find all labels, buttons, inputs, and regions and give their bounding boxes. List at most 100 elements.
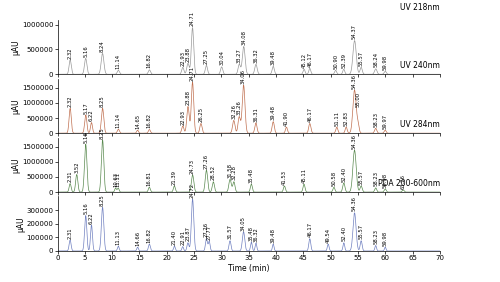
Text: 22.93: 22.93 xyxy=(180,109,186,125)
Text: 11.14: 11.14 xyxy=(116,54,121,69)
Text: 39.48: 39.48 xyxy=(270,228,276,243)
Text: 11.14: 11.14 xyxy=(116,113,121,128)
Text: 52.83: 52.83 xyxy=(344,111,348,126)
Text: 41.90: 41.90 xyxy=(284,111,289,126)
Text: 16.82: 16.82 xyxy=(147,228,152,243)
Text: 24.71: 24.71 xyxy=(190,66,195,81)
Text: 36.32: 36.32 xyxy=(254,48,258,63)
Text: 58.24: 58.24 xyxy=(373,52,378,67)
Text: 5.16: 5.16 xyxy=(83,202,88,214)
Text: 3.52: 3.52 xyxy=(74,162,79,173)
Text: 33.26: 33.26 xyxy=(236,100,242,115)
Text: 24.71: 24.71 xyxy=(190,11,195,26)
Text: 16.81: 16.81 xyxy=(147,171,152,186)
Text: 8.25: 8.25 xyxy=(100,127,105,139)
Text: 22.93: 22.93 xyxy=(180,51,186,66)
Text: 31.58: 31.58 xyxy=(228,163,232,178)
Text: 52.39: 52.39 xyxy=(342,53,346,68)
Text: 59.98: 59.98 xyxy=(382,231,388,246)
Text: 35.48: 35.48 xyxy=(249,226,254,241)
Text: 50.90: 50.90 xyxy=(333,54,338,69)
Text: 58.23: 58.23 xyxy=(373,112,378,127)
Text: 23.88: 23.88 xyxy=(186,90,190,105)
Text: 45.11: 45.11 xyxy=(302,168,306,183)
Text: 46.17: 46.17 xyxy=(308,222,312,237)
Text: 46.17: 46.17 xyxy=(308,52,312,67)
Text: 23.88: 23.88 xyxy=(186,47,190,62)
Text: 63.26: 63.26 xyxy=(400,174,406,189)
Text: 49.54: 49.54 xyxy=(326,228,330,243)
Text: 6.22: 6.22 xyxy=(89,212,94,224)
Text: 55.57: 55.57 xyxy=(358,51,364,66)
Text: 31.57: 31.57 xyxy=(228,224,232,239)
Text: 59.97: 59.97 xyxy=(382,114,388,129)
Text: 55.57: 55.57 xyxy=(358,169,364,185)
Text: 54.36: 54.36 xyxy=(352,74,357,89)
Text: 23.87: 23.87 xyxy=(186,226,190,241)
Y-axis label: μAU: μAU xyxy=(12,39,20,55)
Text: 30.04: 30.04 xyxy=(219,50,224,65)
Text: 59.98: 59.98 xyxy=(382,173,388,188)
Text: 21.40: 21.40 xyxy=(172,230,177,245)
Text: 32.26: 32.26 xyxy=(232,104,236,119)
Text: 34.08: 34.08 xyxy=(241,30,246,45)
X-axis label: Time (min): Time (min) xyxy=(228,264,270,273)
Text: 39.48: 39.48 xyxy=(270,50,276,65)
Text: 27.77: 27.77 xyxy=(206,225,212,240)
Text: 2.31: 2.31 xyxy=(68,171,72,182)
Text: 8.24: 8.24 xyxy=(100,40,105,52)
Text: 22.91: 22.91 xyxy=(180,230,185,245)
Text: 8.25: 8.25 xyxy=(100,95,105,107)
Text: 54.36: 54.36 xyxy=(352,197,357,212)
Text: 28.52: 28.52 xyxy=(211,165,216,180)
Text: 55.57: 55.57 xyxy=(358,224,364,239)
Text: 11.11: 11.11 xyxy=(116,172,120,187)
Text: 55.00: 55.00 xyxy=(356,92,360,107)
Text: 21.39: 21.39 xyxy=(172,170,177,185)
Text: 35.48: 35.48 xyxy=(249,168,254,183)
Text: 24.72: 24.72 xyxy=(190,183,195,198)
Text: 34.06: 34.06 xyxy=(241,69,246,84)
Text: 5.16: 5.16 xyxy=(83,131,88,143)
Text: 27.26: 27.26 xyxy=(204,154,209,169)
Text: 5.17: 5.17 xyxy=(84,102,88,114)
Text: 45.12: 45.12 xyxy=(302,53,306,68)
Text: 54.36: 54.36 xyxy=(352,134,357,149)
Text: 59.98: 59.98 xyxy=(382,55,388,70)
Text: 14.66: 14.66 xyxy=(135,231,140,246)
Text: 46.17: 46.17 xyxy=(308,107,312,122)
Text: 8.25: 8.25 xyxy=(100,194,105,206)
Text: 41.53: 41.53 xyxy=(282,170,287,185)
Y-axis label: μAU: μAU xyxy=(16,216,25,232)
Y-axis label: μAU: μAU xyxy=(12,98,20,114)
Text: 2.32: 2.32 xyxy=(68,95,72,107)
Text: 52.40: 52.40 xyxy=(342,166,346,182)
Text: 58.23: 58.23 xyxy=(373,229,378,244)
Text: UV 240nm: UV 240nm xyxy=(400,61,440,70)
Text: 16.82: 16.82 xyxy=(147,53,152,69)
Text: 10.63: 10.63 xyxy=(113,172,118,187)
Text: 2.32: 2.32 xyxy=(68,47,72,59)
Text: 2.31: 2.31 xyxy=(68,227,72,239)
Y-axis label: μAU: μAU xyxy=(12,157,20,173)
Text: 51.11: 51.11 xyxy=(334,111,340,126)
Text: 6.22: 6.22 xyxy=(89,109,94,121)
Text: 54.37: 54.37 xyxy=(352,24,357,39)
Text: UV 284nm: UV 284nm xyxy=(400,120,440,129)
Text: 52.40: 52.40 xyxy=(342,226,346,241)
Text: PDA 200-600nm: PDA 200-600nm xyxy=(378,179,440,188)
Text: 39.48: 39.48 xyxy=(270,105,276,120)
Text: 26.25: 26.25 xyxy=(198,107,203,122)
Text: 24.73: 24.73 xyxy=(190,159,195,174)
Text: 11.13: 11.13 xyxy=(116,230,121,245)
Text: UV 218nm: UV 218nm xyxy=(400,3,440,12)
Text: 50.58: 50.58 xyxy=(332,171,336,186)
Text: 36.31: 36.31 xyxy=(254,107,258,122)
Text: 34.05: 34.05 xyxy=(241,215,246,230)
Text: 5.16: 5.16 xyxy=(83,45,88,57)
Text: 16.82: 16.82 xyxy=(147,113,152,128)
Text: 58.23: 58.23 xyxy=(373,171,378,186)
Text: 27.26: 27.26 xyxy=(204,222,209,237)
Text: 36.32: 36.32 xyxy=(254,227,258,242)
Text: 14.65: 14.65 xyxy=(135,114,140,129)
